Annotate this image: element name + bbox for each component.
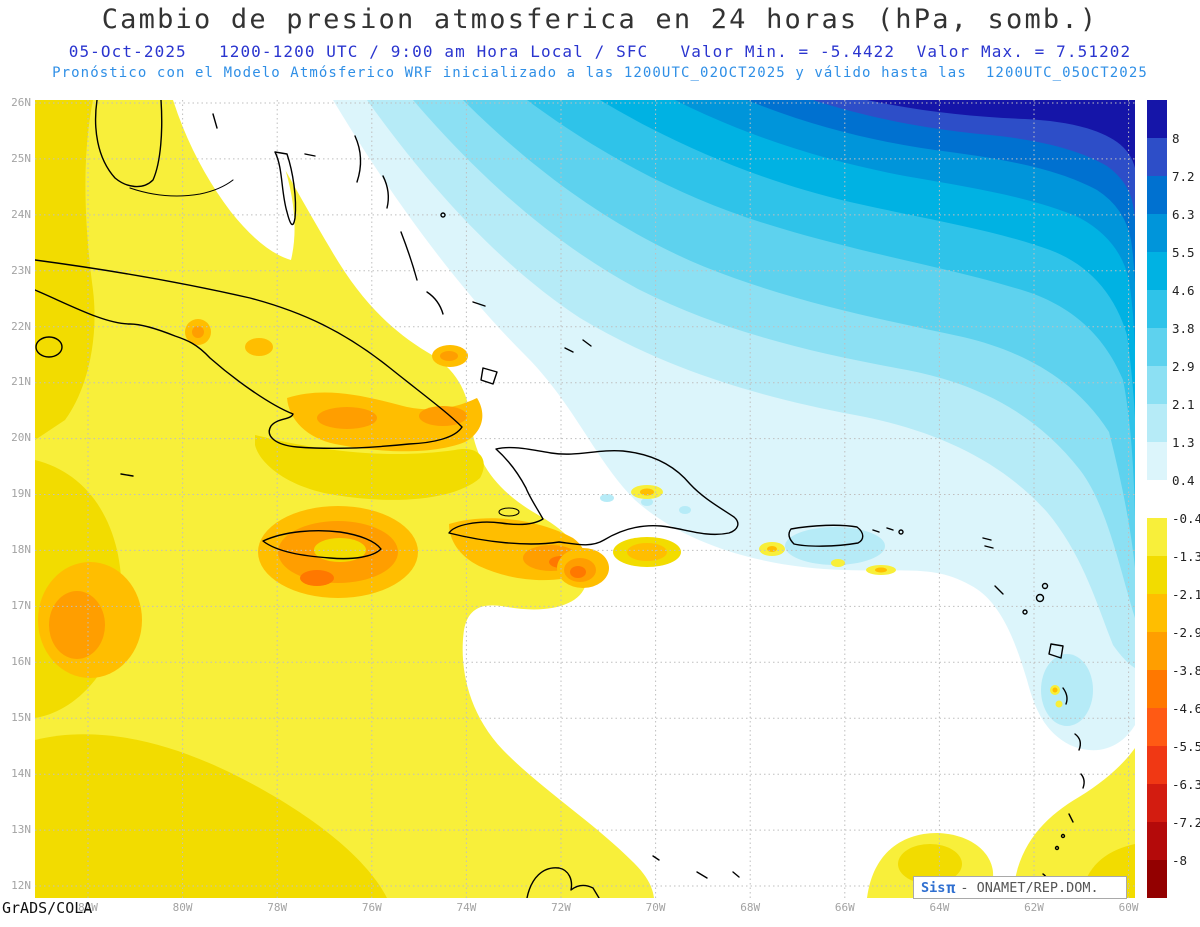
colorbar-segment (1147, 404, 1167, 442)
colorbar-segment (1147, 556, 1167, 594)
colorbar-segment (1147, 518, 1167, 556)
map-canvas (35, 100, 1135, 898)
colorbar-segment (1147, 632, 1167, 670)
colorbar-label: -1.3 (1172, 549, 1200, 564)
colorbar-label: 1.3 (1172, 435, 1195, 450)
colorbar-segment (1147, 784, 1167, 822)
lat-label: 26N (11, 96, 31, 109)
lat-label: 16N (11, 655, 31, 668)
grads-credit: GrADS/COLA (2, 899, 93, 917)
colorbar-segment (1147, 328, 1167, 366)
colorbar-segment (1147, 100, 1167, 138)
colorbar-segment (1147, 860, 1167, 898)
colorbar-label: 4.6 (1172, 283, 1195, 298)
lon-label: 64W (929, 901, 950, 914)
lat-label: 21N (11, 375, 31, 388)
lat-label: 24N (11, 208, 31, 221)
colorbar (1147, 100, 1167, 898)
colorbar-segment (1147, 746, 1167, 784)
colorbar-segment (1147, 290, 1167, 328)
colorbar-segment (1147, 366, 1167, 404)
colorbar-segment (1147, 670, 1167, 708)
lat-label: 13N (11, 823, 31, 836)
colorbar-label: 7.2 (1172, 169, 1195, 184)
lat-label: 23N (11, 264, 31, 277)
lat-label: 22N (11, 320, 31, 333)
colorbar-label: -8 (1172, 853, 1188, 868)
lat-label: 12N (11, 879, 31, 892)
colorbar-label: 2.1 (1172, 397, 1195, 412)
colorbar-label: -4.6 (1172, 701, 1200, 716)
subtitle-model: Pronóstico con el Modelo Atmósferico WRF… (52, 65, 1148, 81)
brand-pi-icon: π (946, 878, 956, 897)
lon-label: 62W (1024, 901, 1044, 914)
grid-layer (35, 100, 1135, 898)
lat-label: 18N (11, 543, 31, 556)
lon-label: 80W (172, 901, 193, 914)
colorbar-segment (1147, 138, 1167, 176)
lon-label: 74W (456, 901, 477, 914)
lat-label: 19N (11, 487, 31, 500)
lon-label: 66W (834, 901, 855, 914)
lon-label: 76W (361, 901, 382, 914)
colorbar-label: -6.3 (1172, 777, 1200, 792)
colorbar-segment (1147, 708, 1167, 746)
colorbar-label: -5.5 (1172, 739, 1200, 754)
lat-label: 25N (11, 152, 31, 165)
colorbar-label: -0.4 (1172, 511, 1200, 526)
lat-label: 15N (11, 711, 31, 724)
lon-label: 78W (267, 901, 288, 914)
colorbar-segment (1147, 442, 1167, 480)
lon-label: 82W (78, 901, 98, 914)
colorbar-label: 5.5 (1172, 245, 1195, 260)
colorbar-segment (1147, 480, 1167, 518)
colorbar-label: -7.2 (1172, 815, 1200, 830)
shading-layer (35, 100, 1135, 898)
colorbar-segment (1147, 822, 1167, 860)
subtitle-validity: 05-Oct-2025 1200-1200 UTC / 9:00 am Hora… (68, 42, 1132, 61)
lat-label: 20N (11, 431, 31, 444)
lat-label: 14N (11, 767, 31, 780)
lon-label: 72W (551, 901, 571, 914)
coastline-layer (35, 100, 1085, 898)
branding-box: Sis π - ONAMET/REP.DOM. (913, 876, 1127, 899)
colorbar-label: 0.4 (1172, 473, 1195, 488)
brand-org: - ONAMET/REP.DOM. (960, 879, 1099, 896)
colorbar-label: -2.9 (1172, 625, 1200, 640)
colorbar-label: 2.9 (1172, 359, 1195, 374)
lon-label: 60W (1118, 901, 1139, 914)
lon-label: 70W (645, 901, 666, 914)
colorbar-label: 8 (1172, 131, 1180, 146)
colorbar-segment (1147, 214, 1167, 252)
colorbar-segment (1147, 594, 1167, 632)
page-title: Cambio de presion atmosferica en 24 hora… (101, 4, 1099, 35)
colorbar-label: 3.8 (1172, 321, 1195, 336)
colorbar-label: -3.8 (1172, 663, 1200, 678)
colorbar-label: -2.1 (1172, 587, 1200, 602)
colorbar-segment (1147, 176, 1167, 214)
colorbar-label: 6.3 (1172, 207, 1195, 222)
lat-label: 17N (11, 599, 31, 612)
lon-label: 68W (740, 901, 761, 914)
brand-sis: Sis (921, 879, 946, 896)
colorbar-segment (1147, 252, 1167, 290)
